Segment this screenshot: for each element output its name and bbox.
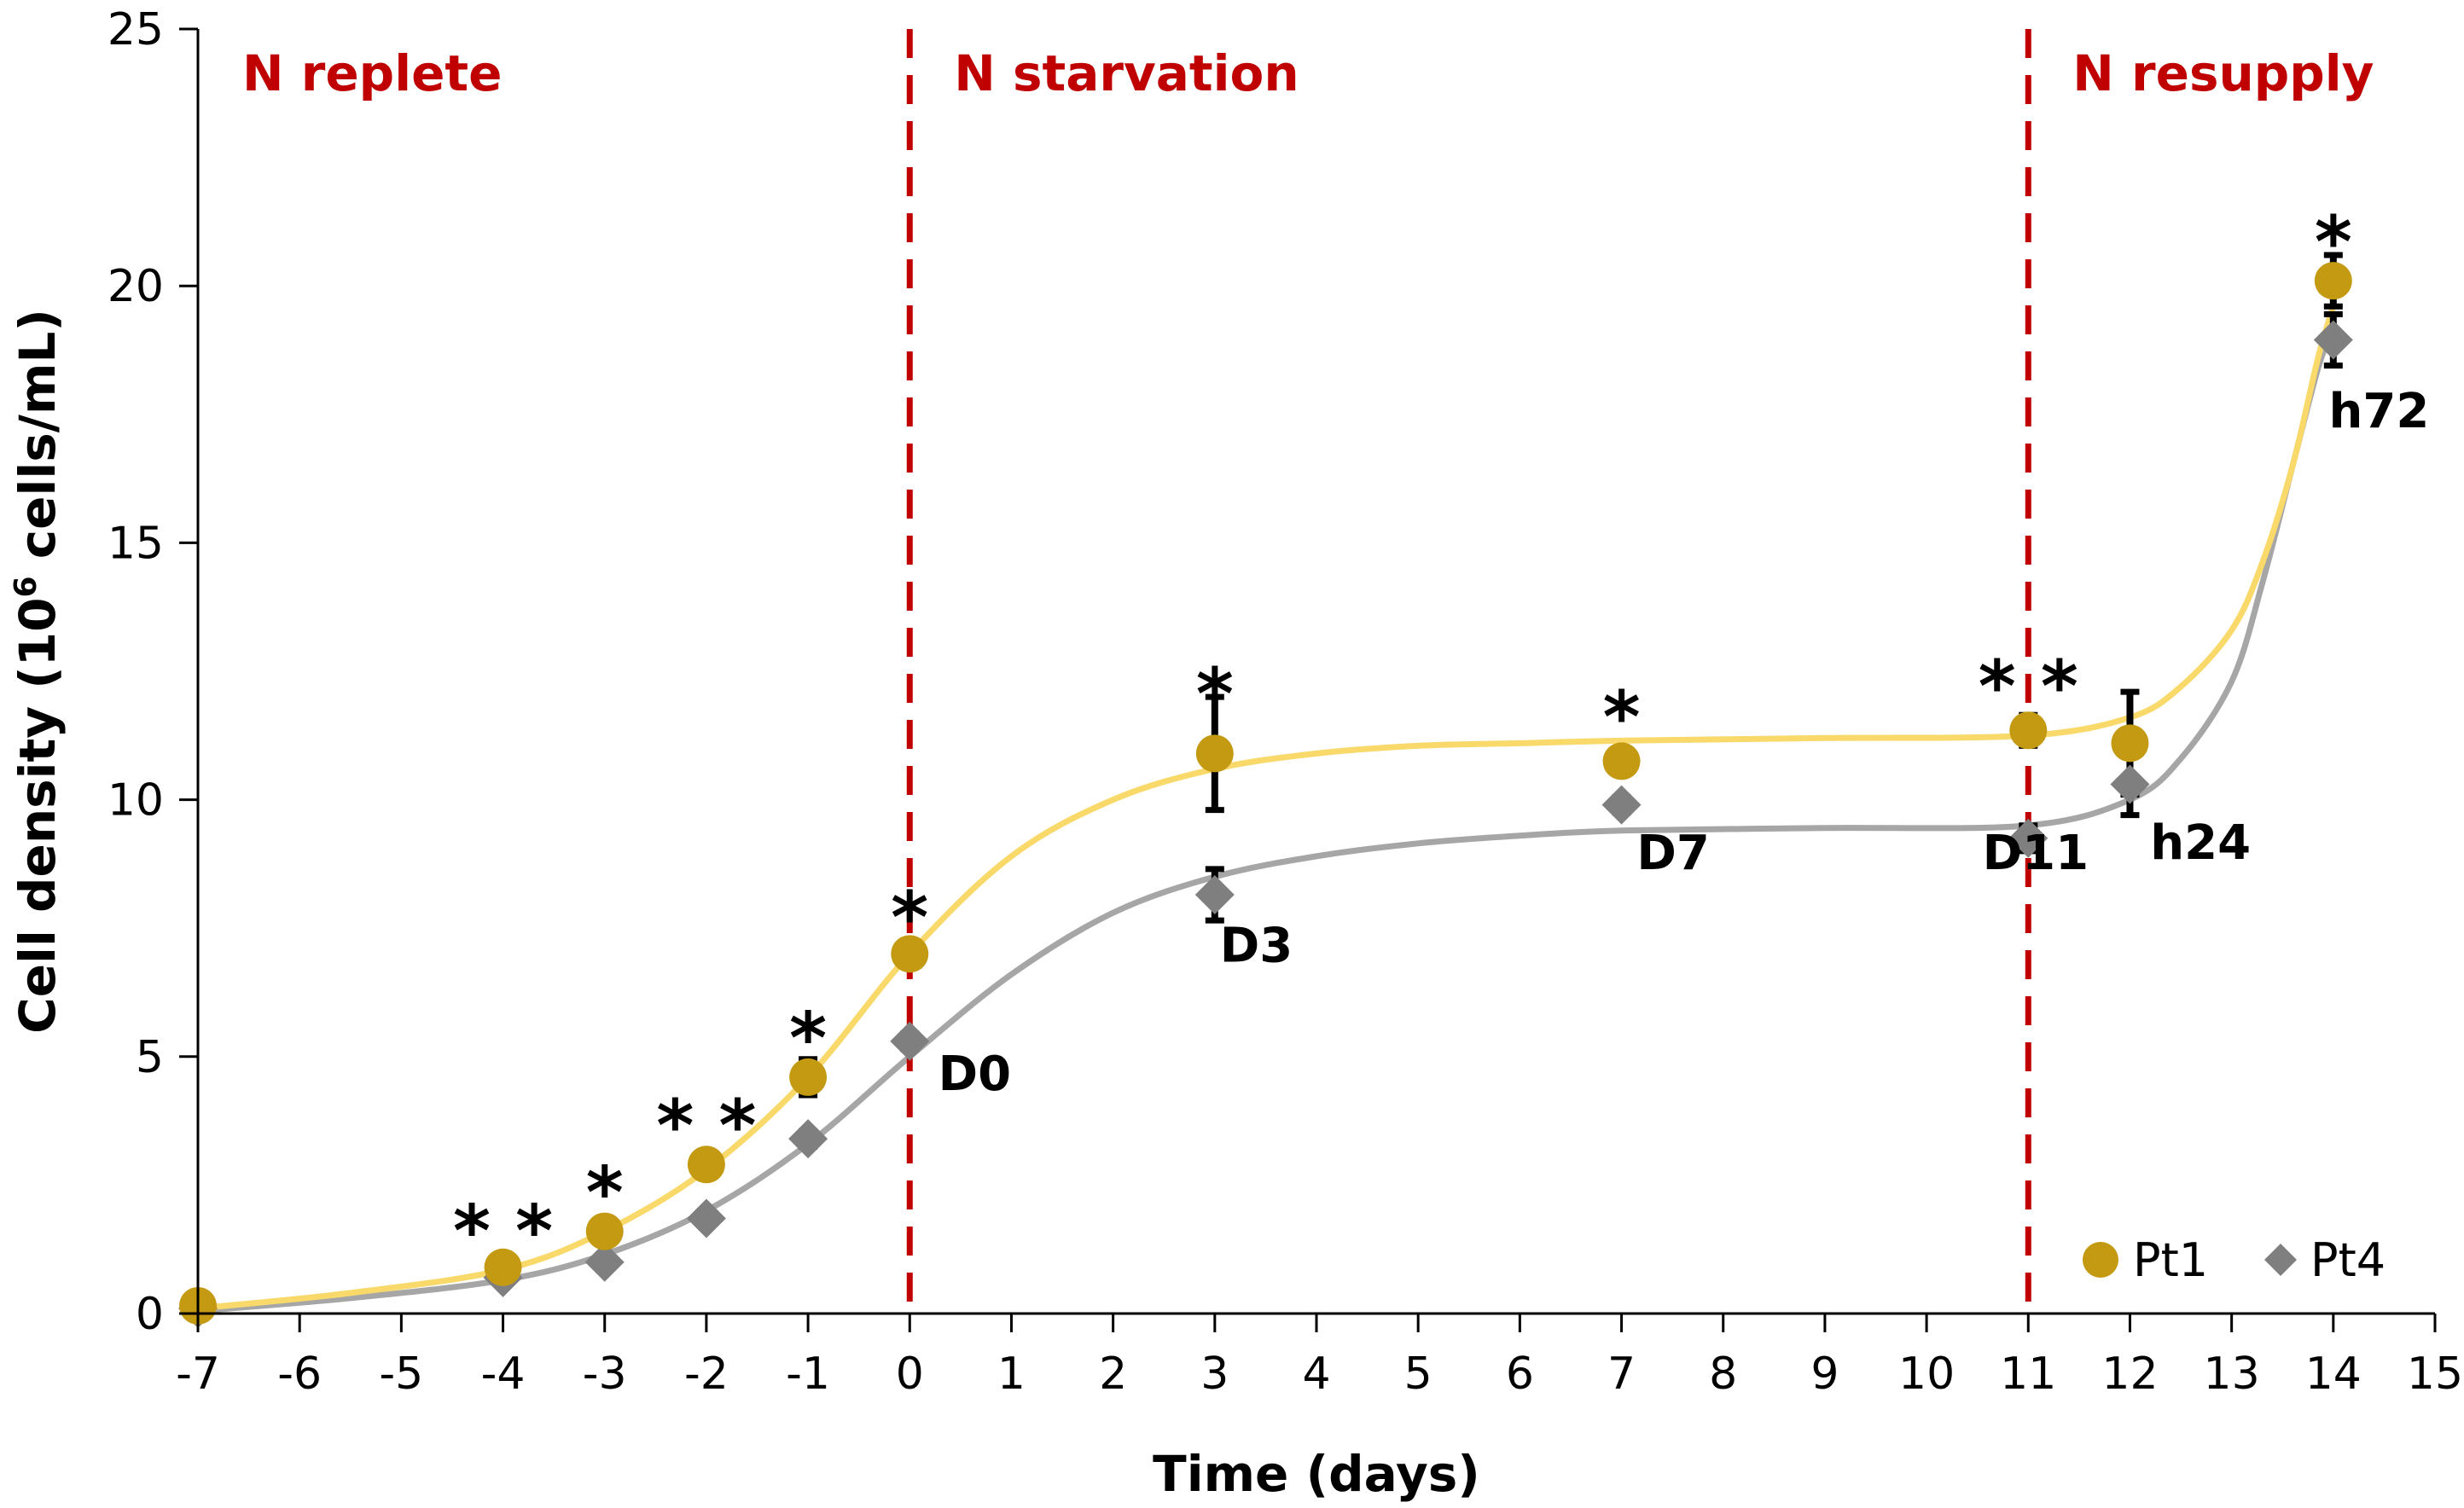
- x-tick-label: 1: [997, 1348, 1026, 1400]
- y-tick-label: 25: [108, 4, 164, 55]
- x-tick-label: -6: [277, 1348, 322, 1400]
- legend-pt4-marker: [2264, 1244, 2297, 1276]
- pt1-circle-point: [2111, 724, 2149, 763]
- y-tick-label: 0: [136, 1289, 164, 1340]
- x-tick-label: 3: [1200, 1348, 1229, 1400]
- significance-star: *: [1196, 652, 1234, 736]
- legend-pt1-label: Pt1: [2133, 1233, 2208, 1287]
- x-tick-label: -7: [176, 1348, 220, 1400]
- significance-star: *: [789, 997, 827, 1081]
- significance-star: *: [1603, 676, 1641, 759]
- x-axis-title: Time (days): [1153, 1445, 1480, 1503]
- x-tick-label: -3: [583, 1348, 627, 1400]
- x-tick-label: 14: [2305, 1348, 2362, 1400]
- phase-label: N resupply: [2072, 44, 2374, 102]
- x-tick-label: 0: [896, 1348, 924, 1400]
- pt1-circle-point: [2009, 711, 2048, 750]
- phase-boundaries: [906, 29, 2031, 1314]
- y-tick-label: 15: [108, 518, 164, 569]
- x-tick-label: 10: [1898, 1348, 1955, 1400]
- x-tick-label: 2: [1099, 1348, 1127, 1400]
- significance-star: * *: [453, 1190, 553, 1273]
- legend-pt1-marker: [2083, 1242, 2118, 1278]
- y-tick-label: 20: [108, 261, 164, 312]
- fit-curve-pt4: [197, 326, 2337, 1314]
- pt1-circle-point: [789, 1058, 828, 1096]
- x-tick-label: 11: [2000, 1348, 2056, 1400]
- x-tick-label: 13: [2204, 1348, 2260, 1400]
- x-tick-label: -4: [481, 1348, 526, 1400]
- x-tick-label: 12: [2101, 1348, 2158, 1400]
- pt4-diamond-point: [1601, 785, 1642, 825]
- x-tick-label: 9: [1810, 1348, 1839, 1400]
- significance-star: *: [2315, 200, 2352, 284]
- timepoint-label: h72: [2329, 384, 2430, 439]
- timepoint-label: D11: [1983, 826, 2089, 881]
- y-axis-title-main: Cell density (10: [9, 597, 67, 1033]
- legend: Pt1 Pt4: [2083, 1233, 2386, 1287]
- pt1-circle-point: [2314, 262, 2352, 300]
- pt1-circle-point: [484, 1248, 522, 1286]
- x-tick-label: 7: [1607, 1348, 1636, 1400]
- pt1-circle-point: [687, 1146, 725, 1184]
- timepoint-label: D0: [939, 1047, 1011, 1102]
- y-tick-label: 5: [136, 1032, 164, 1083]
- x-tick-label: 6: [1506, 1348, 1534, 1400]
- pt1-circle-point: [891, 935, 929, 973]
- significance-star: *: [586, 1151, 624, 1234]
- x-tick-label: 5: [1404, 1348, 1432, 1400]
- chart-text: Time (days)Cell density (106 cells/mL)N …: [9, 44, 2429, 1503]
- x-tick-label: 15: [2407, 1348, 2463, 1400]
- pt4-diamond-point: [1194, 875, 1235, 915]
- x-tick-label: -2: [684, 1348, 729, 1400]
- y-axis-title-exponent: 6: [9, 576, 44, 597]
- y-tick-label: 10: [108, 775, 164, 826]
- y-axis-title: Cell density (106 cells/mL): [9, 309, 67, 1034]
- error-bars: [189, 252, 2343, 1314]
- pt1-circle-point: [1195, 734, 1234, 773]
- significance-star: * *: [656, 1084, 756, 1168]
- pt4-diamond-point: [686, 1198, 726, 1238]
- phase-label: N starvation: [954, 44, 1299, 102]
- timepoint-label: D3: [1220, 918, 1293, 973]
- fit-curves: [197, 305, 2337, 1314]
- pt4-diamond-point: [2110, 764, 2150, 804]
- x-tick-label: -5: [379, 1348, 423, 1400]
- pt1-circle-point: [1602, 742, 1641, 780]
- significance-star: * *: [1979, 645, 2078, 728]
- pt4-diamond-point: [2313, 320, 2353, 360]
- pt4-diamond-point: [890, 1021, 930, 1061]
- timepoint-label: h24: [2150, 815, 2251, 871]
- timepoint-label: D7: [1636, 826, 1709, 881]
- significance-star: *: [891, 876, 928, 960]
- legend-pt4-label: Pt4: [2310, 1233, 2386, 1287]
- fit-curve-pt1: [197, 305, 2337, 1312]
- axes: -7 -6 -5 -4 -3 -2 -1 0 1 2 3 4 5 6 7 8 9 10 11 12 13 14 150510…: [108, 4, 2463, 1400]
- x-tick-label: 4: [1302, 1348, 1330, 1400]
- x-tick-label: -1: [786, 1348, 830, 1400]
- pt4-diamond-point: [2008, 818, 2048, 858]
- y-axis-title-units: cells/mL): [9, 309, 67, 576]
- x-tick-label: 8: [1709, 1348, 1737, 1400]
- pt4-diamond-point: [788, 1119, 828, 1159]
- data-markers: [178, 262, 2353, 1328]
- pt1-circle-point: [585, 1212, 624, 1250]
- phase-label: N replete: [242, 44, 502, 102]
- pt4-diamond-point: [584, 1242, 625, 1282]
